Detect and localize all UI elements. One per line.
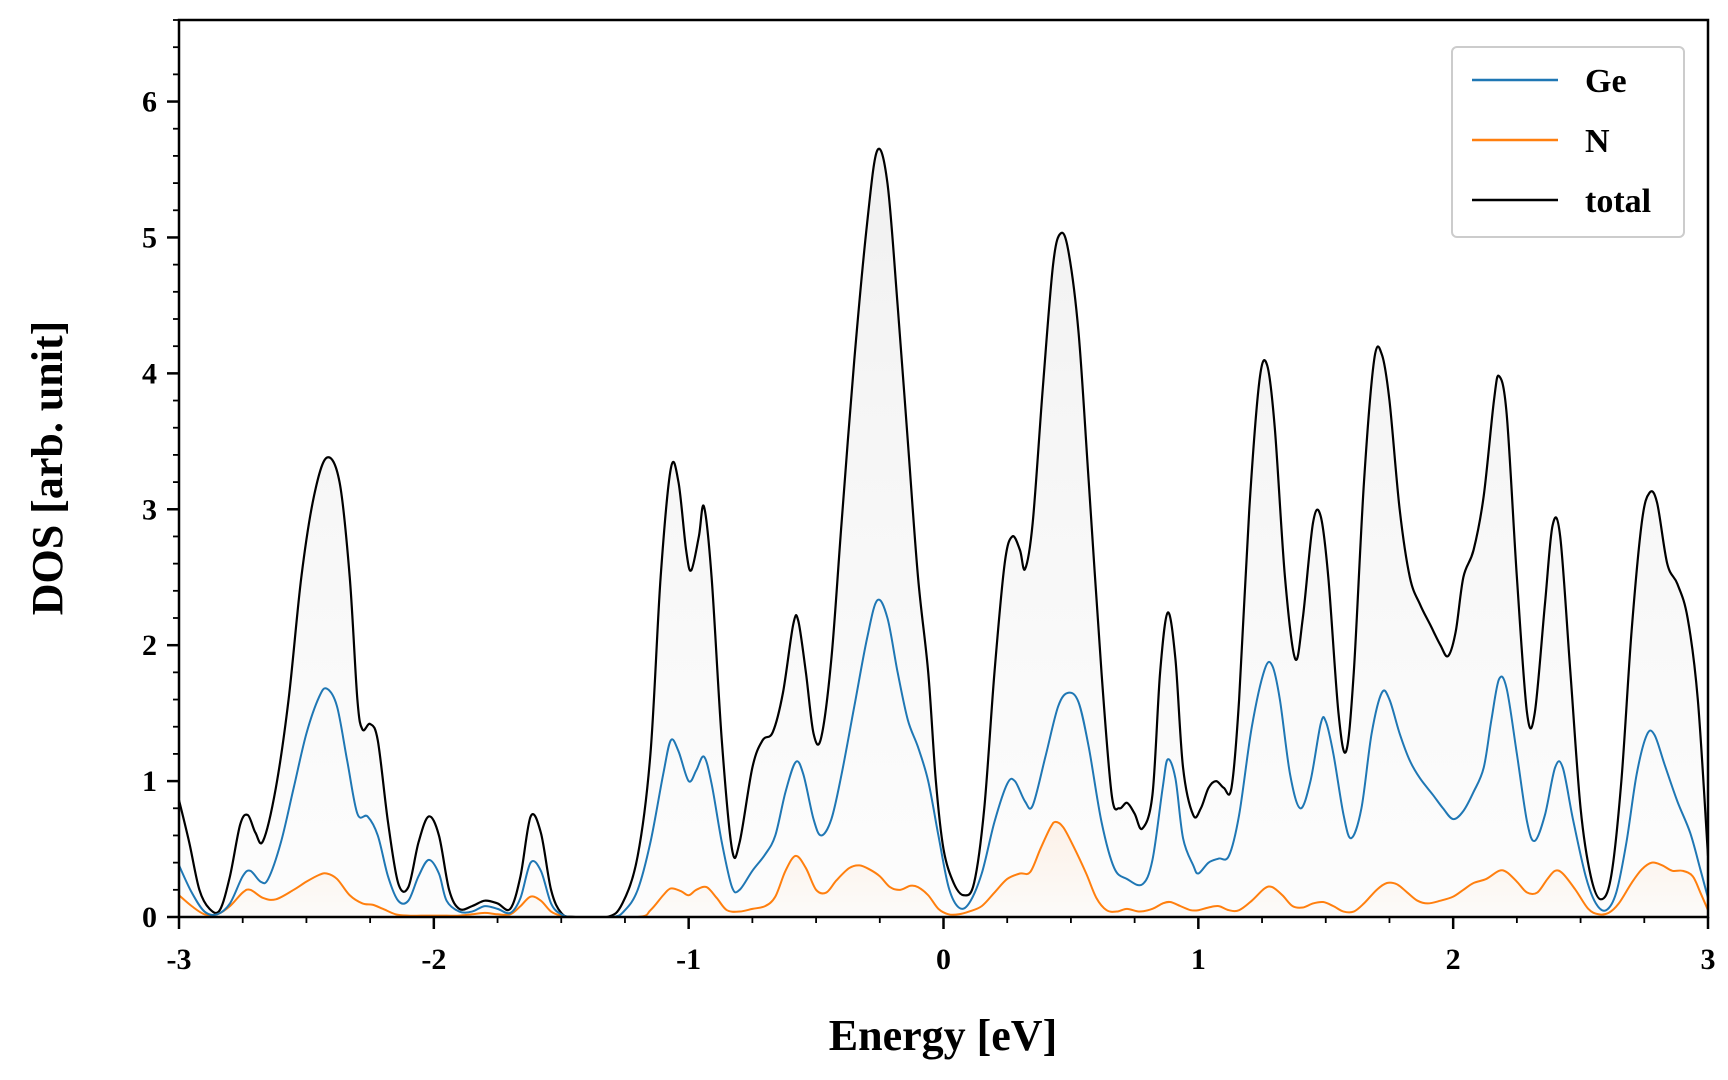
x-axis-title: Energy [eV] — [829, 1011, 1058, 1060]
legend-box — [1451, 46, 1685, 238]
series-ge-line — [179, 598, 1708, 917]
y-tick-label-5: 5 — [142, 221, 157, 254]
legend-label-ge: Ge — [1585, 63, 1627, 100]
y-tick-label-3: 3 — [142, 493, 157, 526]
x-tick-label-3: 3 — [1701, 943, 1716, 976]
y-axis-title: DOS [arb. unit] — [23, 321, 72, 616]
y-tick-label-0: 0 — [142, 901, 157, 934]
series-total-line — [179, 147, 1708, 917]
series-n-line — [179, 820, 1708, 917]
x-tick-label-2: -2 — [421, 943, 446, 976]
x-tick-label-3: -3 — [167, 943, 192, 976]
series-total-fill — [179, 148, 1708, 917]
y-axis: 0 1 2 3 4 5 6 — [142, 19, 179, 934]
y-tick-label-1: 1 — [142, 765, 157, 798]
legend-label-n: N — [1585, 123, 1610, 160]
legend-label-total: total — [1585, 183, 1651, 220]
y-tick-label-4: 4 — [142, 357, 157, 390]
y-tick-label-6: 6 — [142, 86, 157, 119]
x-tick-label-1: 1 — [1191, 943, 1206, 976]
x-tick-label-1: -1 — [676, 943, 701, 976]
x-tick-label-2: 2 — [1446, 943, 1461, 976]
x-axis: -3 -2 -1 0 1 2 3 — [167, 917, 1716, 976]
y-tick-label-2: 2 — [142, 629, 157, 662]
x-tick-label-0: 0 — [936, 943, 951, 976]
